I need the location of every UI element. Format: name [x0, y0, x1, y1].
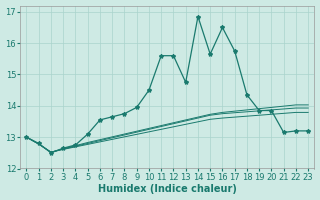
X-axis label: Humidex (Indice chaleur): Humidex (Indice chaleur) [98, 184, 237, 194]
